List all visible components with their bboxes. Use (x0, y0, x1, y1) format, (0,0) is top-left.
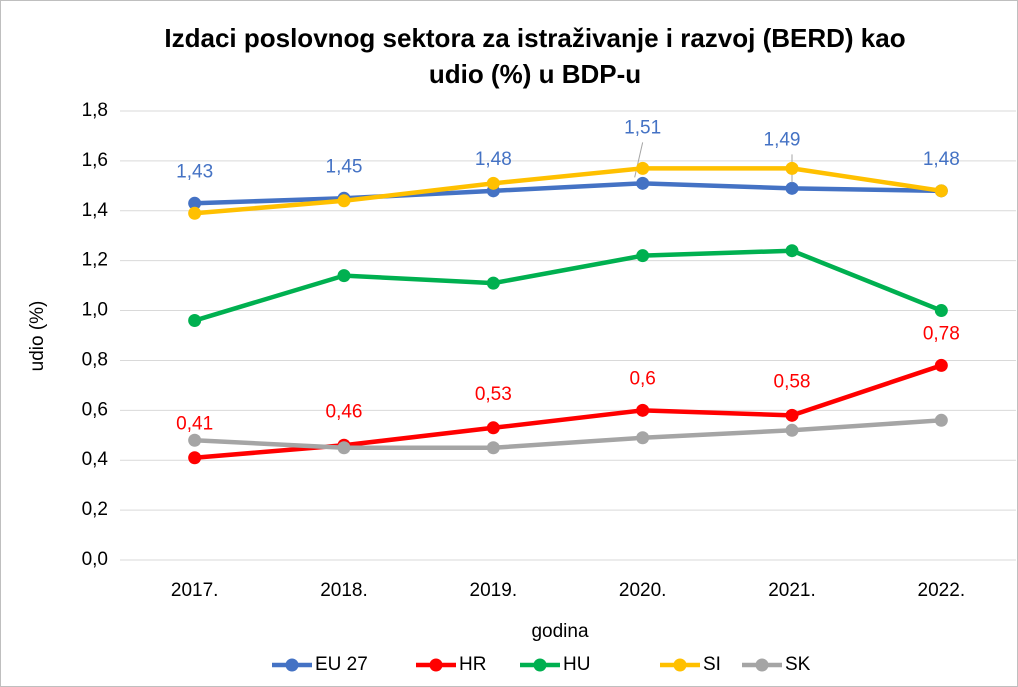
legend-marker (673, 658, 687, 672)
legend-label: EU 27 (315, 654, 368, 675)
data-point (486, 441, 500, 455)
x-tick-label: 2022. (918, 580, 966, 601)
leader-line (634, 142, 644, 178)
series-line (194, 166, 942, 216)
x-tick-label: 2020. (619, 580, 667, 601)
data-point (486, 276, 500, 290)
data-label: 1,48 (923, 149, 960, 170)
data-label: 1,49 (764, 129, 801, 150)
x-axis-label: godina (531, 621, 588, 642)
data-point (636, 161, 650, 175)
data-point (486, 421, 500, 435)
data-label: 1,51 (624, 117, 661, 138)
data-label: 0,53 (475, 384, 512, 405)
legend-marker (285, 658, 299, 672)
legend-label: HU (563, 654, 590, 675)
y-axis-label: udio (%) (27, 301, 48, 372)
data-point (636, 431, 650, 445)
data-label: 0,78 (923, 323, 960, 344)
data-point (934, 413, 948, 427)
x-tick-label: 2021. (768, 580, 816, 601)
y-tick-label: 1,4 (82, 200, 109, 221)
data-point (188, 206, 202, 220)
data-point (337, 269, 351, 283)
data-label: 1,48 (475, 149, 512, 170)
data-label: 1,45 (326, 156, 363, 177)
data-point (785, 161, 799, 175)
y-tick-label: 1,2 (82, 250, 108, 271)
data-point (785, 181, 799, 195)
data-label: 1,43 (176, 161, 213, 182)
data-point (785, 423, 799, 437)
series-line (194, 418, 942, 450)
y-tick-label: 1,8 (82, 100, 108, 121)
series-line (194, 181, 942, 206)
chart-title: Izdaci poslovnog sektora za istraživanje… (164, 23, 905, 53)
legend-marker (429, 658, 443, 672)
data-label: 0,58 (774, 371, 811, 392)
data-point (188, 451, 202, 465)
data-label: 0,46 (326, 401, 363, 422)
y-tick-label: 0,2 (82, 499, 108, 520)
legend-marker (755, 658, 769, 672)
data-point (337, 194, 351, 208)
y-tick-label: 0,6 (82, 399, 108, 420)
data-point (934, 358, 948, 372)
series-line (194, 248, 943, 323)
data-point (934, 184, 948, 198)
data-point (636, 249, 650, 263)
data-point (188, 314, 202, 328)
data-point (636, 176, 650, 190)
y-tick-label: 0,4 (82, 449, 109, 470)
data-point (934, 304, 948, 318)
legend-label: SI (703, 654, 721, 675)
data-point (486, 176, 500, 190)
legend-marker (533, 658, 547, 672)
data-label: 0,41 (176, 414, 213, 435)
y-tick-label: 0,8 (82, 349, 108, 370)
legend-label: HR (459, 654, 486, 675)
data-point (188, 196, 202, 210)
y-tick-label: 1,6 (82, 150, 108, 171)
x-tick-label: 2017. (171, 580, 219, 601)
x-tick-label: 2019. (470, 580, 518, 601)
chart-title: udio (%) u BDP-u (429, 59, 641, 89)
legend-label: SK (785, 654, 811, 675)
data-point (337, 441, 351, 455)
data-point (785, 244, 799, 258)
y-tick-label: 0,0 (82, 549, 108, 570)
y-tick-label: 1,0 (82, 300, 108, 321)
data-label: 0,6 (629, 368, 655, 389)
data-point (188, 433, 202, 447)
data-point (785, 408, 799, 422)
x-tick-label: 2018. (320, 580, 368, 601)
data-point (636, 403, 650, 417)
